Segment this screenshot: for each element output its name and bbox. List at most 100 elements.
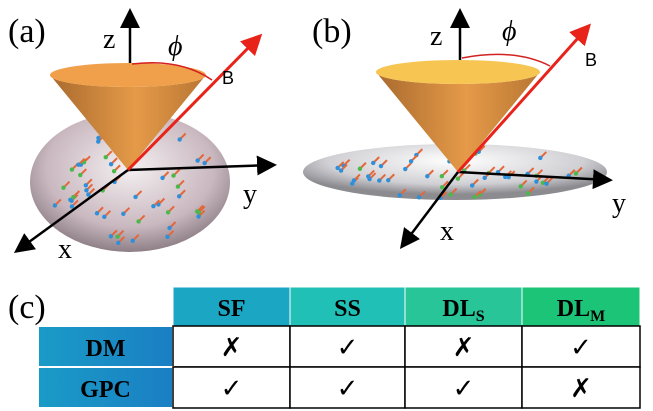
field-arrow [456,23,592,174]
spin-dot [69,198,74,204]
cell-mark: ✓ [453,374,475,404]
header-cell [172,286,291,327]
header-text: DLS [442,296,484,325]
spin-dot [338,168,344,173]
cell [521,366,641,409]
spin-dot [151,204,156,209]
field-label: B [222,68,234,88]
header-cell [289,286,406,327]
cell-mark: ✓ [337,374,359,404]
spin-dot [416,195,422,200]
cell-mark: ✗ [221,333,243,363]
cell [172,366,291,409]
header-text: DLM [557,296,605,325]
angle-arc [461,53,551,67]
spin-dot [534,179,539,184]
spin-dot [116,240,121,246]
cell-mark: ✓ [570,333,592,363]
spin-dot [111,169,117,174]
y-axis [127,155,277,176]
spin-dot [130,238,135,244]
spin-dot [165,210,171,215]
spin-dot [469,183,475,188]
spin-dot [377,178,382,183]
x-axis [13,168,129,253]
spin-dot [115,234,120,239]
spin-dot [448,192,453,197]
spin-dot [76,162,81,167]
cone [376,72,540,172]
cell [404,325,523,368]
angle-label: ϕ [168,31,183,62]
spin-dot [357,166,363,171]
spin-dot [52,203,58,208]
spin-dot [196,214,201,219]
cone-top [50,63,206,87]
spin-dot [386,178,391,183]
spin-dot [103,154,108,160]
spin-dot [544,181,549,186]
spin-dot [202,160,207,166]
spin-dot [397,193,402,198]
header-sub: M [590,308,605,325]
plane [30,112,230,252]
spin-dot [167,225,172,231]
x-axis [399,171,459,249]
spin-dot [573,171,579,176]
spin-dot [175,184,181,189]
header-main: SS [334,296,361,322]
spin-dot [525,191,531,196]
spin-dot [503,174,508,180]
spin-dot [83,183,88,188]
field-arrow [126,33,263,172]
spin-dot [69,167,75,172]
cone-top [376,60,540,84]
header-text: SF [217,296,245,322]
spin-dot [378,163,384,169]
panel-label: (b) [312,13,352,50]
cone [50,75,206,170]
spin-dot [84,188,89,193]
y-label: y [243,179,257,210]
spin-dot [425,174,430,179]
spin-dot [518,184,523,189]
spin-dot [69,204,75,209]
spin-dot [371,160,376,166]
spin-dot [78,172,83,178]
row-label: DM [86,336,126,362]
header-main: DL [442,296,475,322]
spin-dot [506,174,511,180]
cell [172,325,291,368]
spin-dot [439,185,445,190]
spin-dot [538,155,543,161]
spin-dot [133,194,138,200]
header-text: SS [334,296,361,322]
spin-dot [367,176,372,182]
spin-dot [136,219,141,224]
spin-dot [94,211,100,216]
spin-dot [86,192,91,197]
x-label: x [58,234,72,265]
spin-dot [96,139,101,144]
spin-dot [71,194,76,200]
spin-dot [351,178,357,183]
header-main: DL [557,296,590,322]
spin-dot [472,194,477,200]
spin-dot [408,159,414,164]
spin-dot [176,194,182,199]
cell-mark: ✓ [337,333,359,363]
header-main: SF [217,296,245,322]
z-label: z [430,21,442,52]
spin-dot [439,173,445,179]
spin-dot [540,180,546,185]
spin-dot [61,185,66,190]
spin-dot [165,234,170,240]
cell [404,366,523,409]
spin-dot [108,234,114,239]
cell-mark: ✗ [570,374,592,404]
header-sub: S [476,308,485,325]
spin-dot [482,175,487,181]
cell-mark: ✓ [221,374,243,404]
x-label: x [440,216,454,247]
